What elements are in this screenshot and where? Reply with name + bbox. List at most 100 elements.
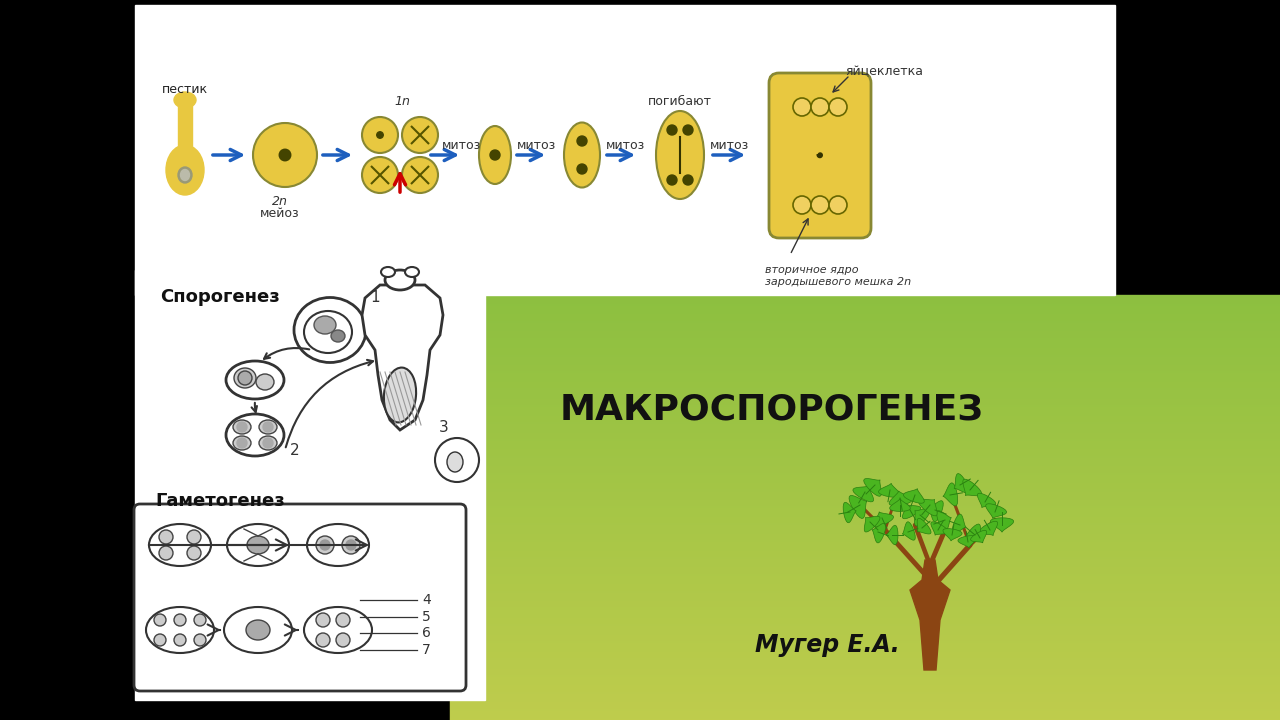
Polygon shape	[902, 522, 915, 540]
Bar	[451, 378, 1280, 379]
Bar	[451, 540, 1280, 541]
Ellipse shape	[174, 92, 196, 108]
Bar	[451, 364, 1280, 365]
Bar	[451, 567, 1280, 568]
Bar	[451, 561, 1280, 562]
Bar	[451, 637, 1280, 638]
Bar	[451, 698, 1280, 699]
Bar	[451, 380, 1280, 381]
Bar	[451, 470, 1280, 471]
Circle shape	[812, 196, 829, 214]
Bar	[451, 633, 1280, 634]
Bar	[451, 709, 1280, 710]
Bar	[451, 534, 1280, 535]
Ellipse shape	[148, 524, 211, 566]
Text: митоз: митоз	[710, 139, 749, 152]
Bar	[451, 553, 1280, 554]
Bar	[451, 694, 1280, 695]
Bar	[451, 675, 1280, 676]
Bar	[451, 618, 1280, 619]
Bar	[451, 545, 1280, 546]
Bar	[451, 604, 1280, 605]
Circle shape	[316, 633, 330, 647]
Bar	[451, 691, 1280, 692]
Bar	[451, 457, 1280, 458]
Bar	[451, 620, 1280, 621]
Bar	[451, 387, 1280, 388]
Text: МАКРОСПОРОГЕНЕЗ: МАКРОСПОРОГЕНЕЗ	[561, 393, 984, 427]
Ellipse shape	[146, 607, 214, 653]
Text: митоз: митоз	[442, 139, 481, 152]
Bar	[451, 671, 1280, 672]
Bar	[451, 388, 1280, 389]
Bar	[451, 362, 1280, 363]
Bar	[451, 320, 1280, 321]
Bar	[451, 354, 1280, 355]
Bar	[451, 306, 1280, 307]
Bar	[451, 559, 1280, 560]
Bar	[451, 597, 1280, 598]
Bar	[451, 483, 1280, 484]
Bar	[451, 507, 1280, 508]
Bar	[451, 642, 1280, 643]
Bar	[451, 342, 1280, 343]
Bar	[451, 695, 1280, 696]
Circle shape	[402, 117, 438, 153]
Text: 7: 7	[422, 643, 431, 657]
Bar	[451, 654, 1280, 655]
Bar	[451, 393, 1280, 394]
Bar	[451, 555, 1280, 556]
Bar	[451, 690, 1280, 691]
FancyBboxPatch shape	[769, 73, 870, 238]
Bar	[451, 469, 1280, 470]
Bar	[451, 515, 1280, 516]
Bar	[451, 300, 1280, 301]
Circle shape	[238, 371, 252, 385]
Bar	[451, 653, 1280, 654]
Bar	[451, 505, 1280, 506]
Ellipse shape	[384, 368, 416, 423]
Ellipse shape	[385, 270, 415, 290]
Bar	[451, 363, 1280, 364]
Bar	[451, 602, 1280, 603]
Polygon shape	[979, 521, 997, 536]
Bar	[451, 321, 1280, 322]
Circle shape	[195, 614, 206, 626]
Bar	[451, 617, 1280, 618]
Bar	[451, 670, 1280, 671]
Bar	[451, 392, 1280, 393]
Bar	[451, 687, 1280, 688]
Bar	[451, 594, 1280, 595]
Bar	[451, 308, 1280, 309]
Bar	[451, 368, 1280, 369]
Circle shape	[154, 634, 166, 646]
Bar	[451, 391, 1280, 392]
Bar	[451, 574, 1280, 575]
Bar	[451, 636, 1280, 637]
Bar	[451, 473, 1280, 474]
Text: погибают: погибают	[648, 95, 712, 108]
Circle shape	[577, 164, 588, 174]
Bar	[451, 645, 1280, 646]
Bar	[451, 516, 1280, 517]
Bar	[451, 548, 1280, 549]
Bar	[451, 699, 1280, 700]
Bar	[451, 606, 1280, 607]
Bar	[451, 550, 1280, 551]
Bar	[451, 434, 1280, 435]
Bar	[451, 569, 1280, 570]
Bar	[451, 311, 1280, 312]
Bar	[451, 605, 1280, 606]
Bar	[451, 508, 1280, 509]
Bar	[451, 485, 1280, 486]
Bar	[451, 299, 1280, 300]
Bar	[451, 522, 1280, 523]
Bar	[451, 712, 1280, 713]
Bar	[451, 489, 1280, 490]
Bar	[451, 385, 1280, 386]
Bar	[451, 680, 1280, 681]
Ellipse shape	[307, 524, 369, 566]
Bar	[451, 557, 1280, 558]
Bar	[451, 638, 1280, 639]
Bar	[451, 315, 1280, 316]
